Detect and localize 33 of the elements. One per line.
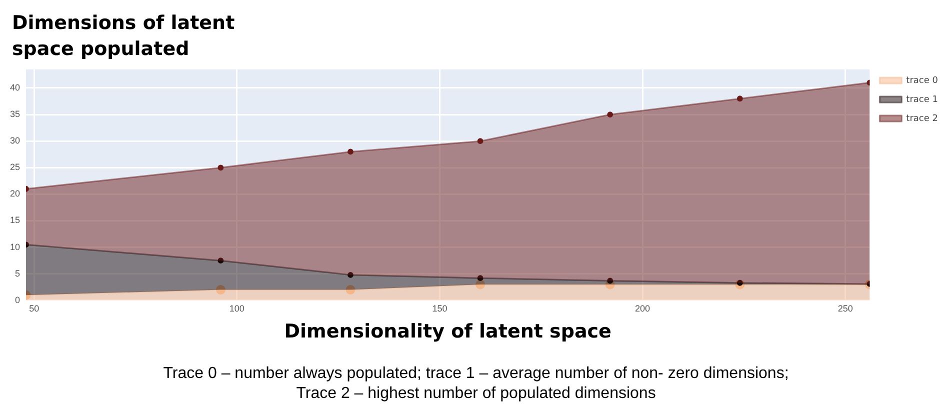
text: Trace 0 – number always populated; trace 1 – average number of non- zero dimensions; bbox=[162, 364, 790, 384]
y-tick-label: 25 bbox=[10, 162, 20, 172]
point bbox=[477, 138, 484, 144]
x-axis-title: Dimensionality of latent space bbox=[284, 320, 612, 343]
y-tick-label: 20 bbox=[10, 188, 20, 199]
point bbox=[607, 112, 614, 118]
point bbox=[477, 275, 484, 282]
y-tick-label: 0 bbox=[14, 294, 20, 305]
point bbox=[218, 164, 224, 171]
y-tick-label: 40 bbox=[10, 82, 20, 92]
point bbox=[476, 280, 486, 290]
point bbox=[216, 285, 226, 295]
x-tick-label: 100 bbox=[229, 303, 244, 314]
chart-title: Dimensions of latent space populated bbox=[12, 11, 236, 62]
point bbox=[348, 148, 354, 155]
x-tick-label: 250 bbox=[838, 303, 853, 314]
point bbox=[736, 96, 743, 102]
y-tick-label: 30 bbox=[10, 136, 20, 146]
legend-label: trace 1 bbox=[906, 94, 938, 105]
y-tick-label: 15 bbox=[10, 215, 20, 226]
point bbox=[218, 258, 224, 264]
text: Trace 2 – highest number of populated dimensions bbox=[295, 384, 657, 404]
legend-label: trace 2 bbox=[906, 114, 938, 124]
y-tick-label: 35 bbox=[10, 109, 20, 120]
y-tick-label: 10 bbox=[10, 242, 20, 252]
x-tick-label: 150 bbox=[432, 303, 448, 314]
legend-label: trace 0 bbox=[906, 76, 938, 86]
point bbox=[346, 285, 356, 295]
x-tick-label: 200 bbox=[635, 303, 650, 314]
point bbox=[607, 278, 614, 284]
point bbox=[348, 272, 354, 278]
x-tick-label: 50 bbox=[29, 303, 40, 314]
y-tick-label: 5 bbox=[14, 268, 20, 278]
